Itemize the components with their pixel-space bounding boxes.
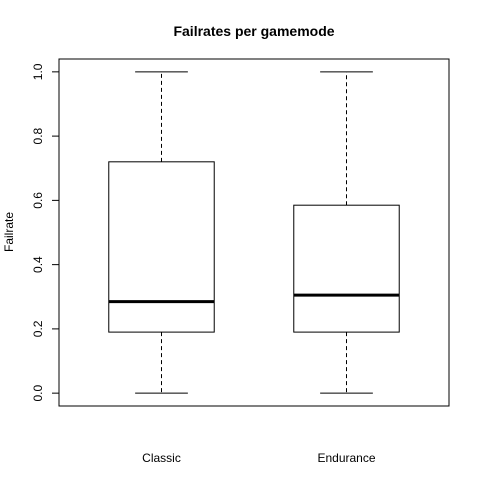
x-tick-label: Endurance xyxy=(317,451,375,465)
x-axis-labels: Classic Endurance xyxy=(142,451,376,465)
y-tick-label: 0.2 xyxy=(31,320,45,337)
y-axis-label: Failrate xyxy=(2,212,16,252)
y-tick-label: 0.4 xyxy=(31,256,45,273)
chart-title: Failrates per gamemode xyxy=(173,23,334,39)
y-tick-label: 0.0 xyxy=(31,384,45,401)
box-classic xyxy=(108,71,215,394)
y-tick-label: 0.6 xyxy=(31,192,45,209)
iqr-box xyxy=(293,204,400,333)
iqr-box xyxy=(108,161,215,333)
y-tick-label: 0.8 xyxy=(31,127,45,144)
y-tick-label: 1.0 xyxy=(31,63,45,80)
box-endurance xyxy=(293,71,400,394)
x-tick-label: Classic xyxy=(142,451,181,465)
y-axis: 0.0 0.2 0.4 0.6 0.8 1.0 xyxy=(31,63,60,401)
boxes-group xyxy=(108,71,400,394)
